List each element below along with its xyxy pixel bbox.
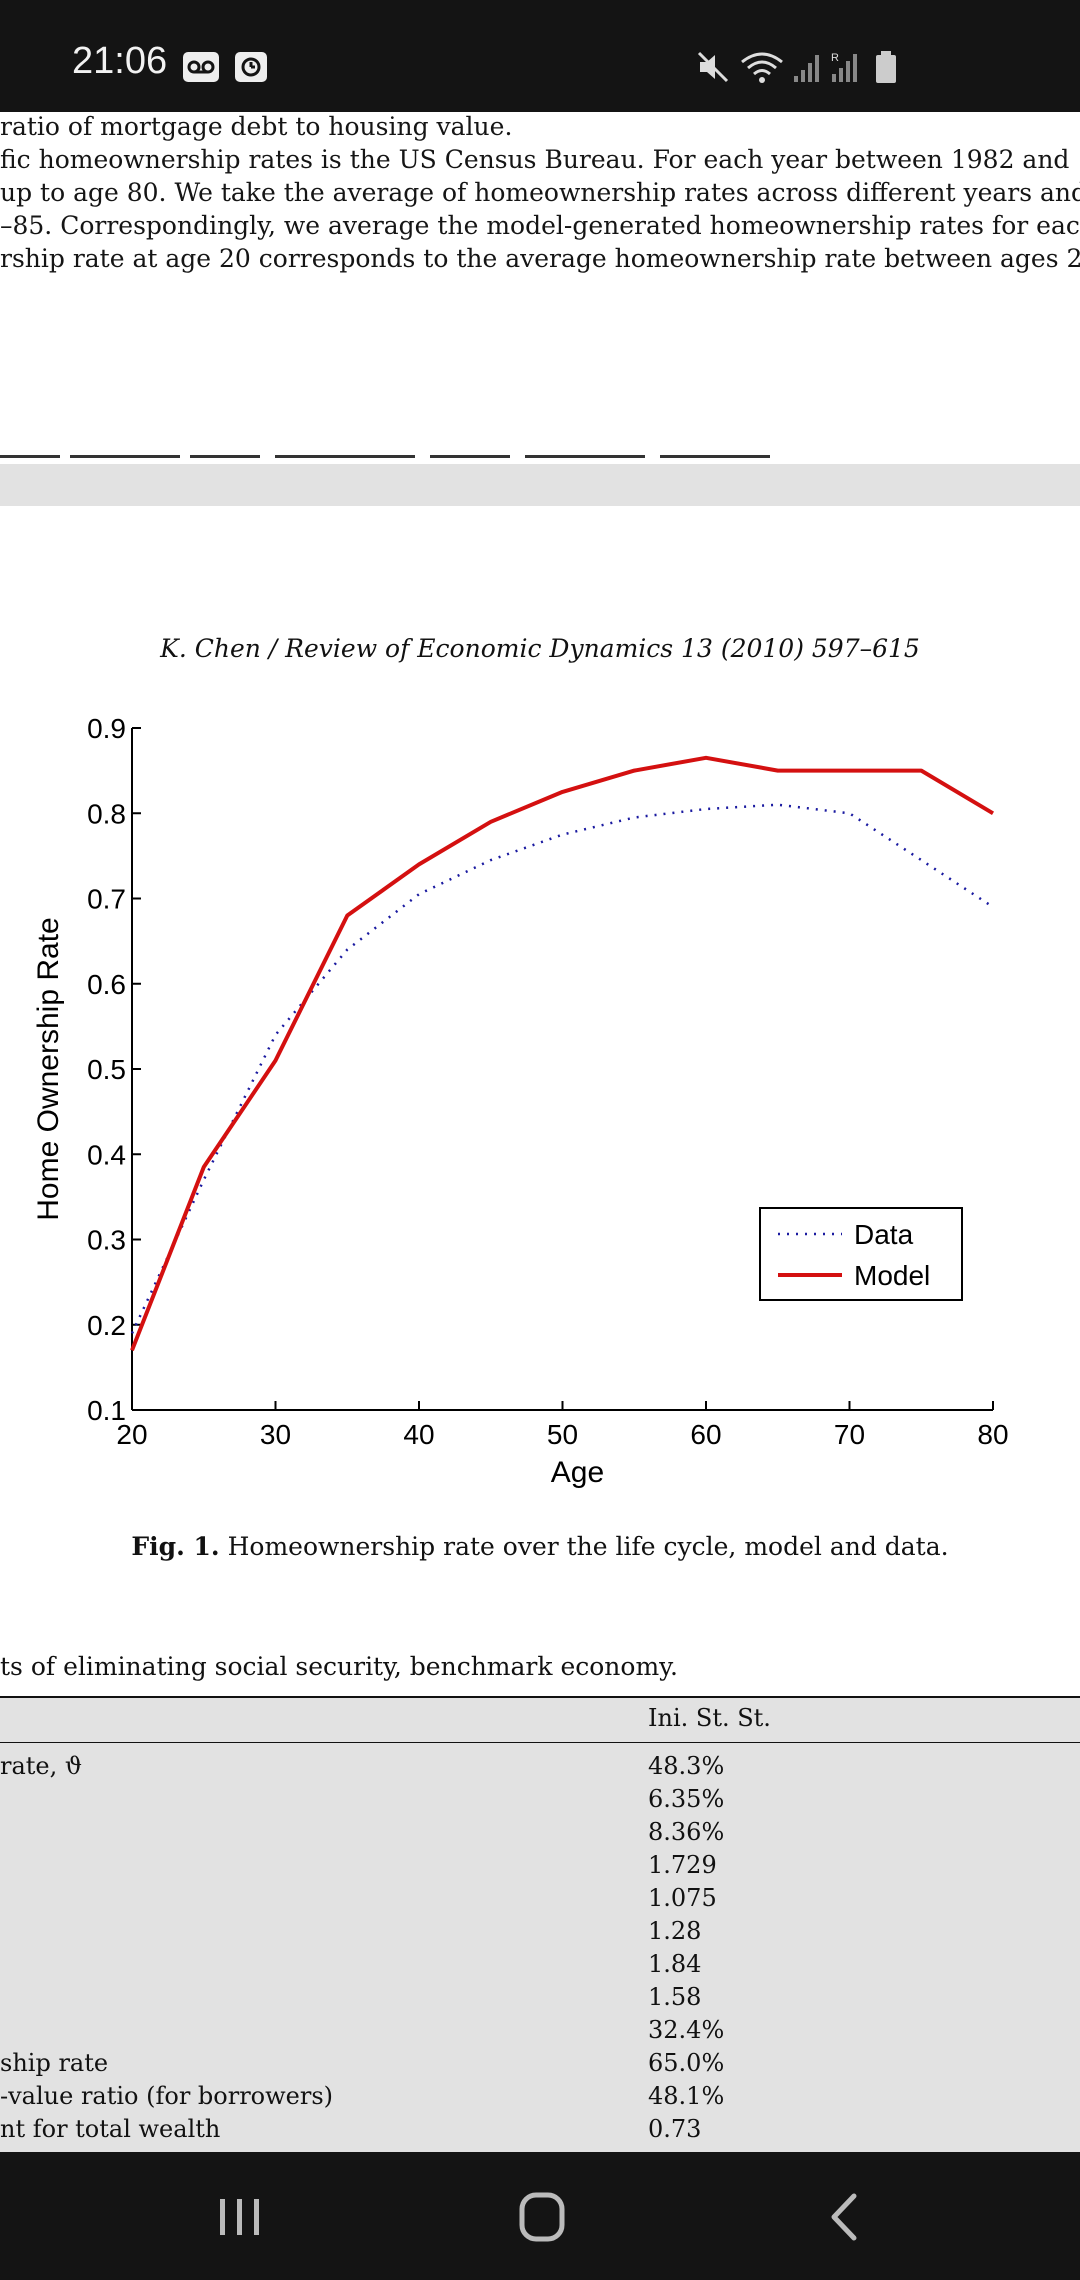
- series-line-model: [130, 755, 995, 1352]
- page-separator: [0, 464, 1080, 506]
- table-row-value: 0.73: [648, 2115, 702, 2143]
- table-row-label: -value ratio (for borrowers): [0, 2082, 334, 2110]
- svg-text:R: R: [831, 52, 839, 64]
- legend-label: Model: [854, 1260, 930, 1291]
- mute-icon: [697, 51, 729, 83]
- home-button[interactable]: [482, 2182, 602, 2252]
- x-tick-label: 80: [977, 1419, 1008, 1450]
- y-tick-label: 0.9: [87, 713, 126, 744]
- x-tick-label: 70: [834, 1419, 865, 1450]
- signal-roaming-icon: R: [831, 52, 857, 82]
- homeownership-chart: 0.1 0.2 0.3 0.4 0.5 0.6 0.7 0.8 0.9 20 30 40 50 60 70 8…: [32, 713, 1009, 1489]
- x-tick-label: 60: [690, 1419, 721, 1450]
- table-row-label: ship rate: [0, 2049, 109, 2077]
- y-tick-label: 0.1: [87, 1395, 126, 1426]
- y-tick-label: 0.8: [87, 798, 126, 829]
- table-row-value: 1.729: [648, 1851, 717, 1879]
- figure-caption: Fig. 1. Homeownership rate over the life…: [0, 1532, 1080, 1561]
- y-axis-label: Home Ownership Rate: [32, 917, 65, 1220]
- legend-box: [759, 1207, 963, 1301]
- battery-icon: [876, 51, 896, 83]
- table-row-value: 1.58: [648, 1983, 702, 2011]
- caption-text: Homeownership rate over the life cycle, …: [227, 1532, 949, 1561]
- alarm-icon: [235, 52, 267, 82]
- y-tick-label: 0.7: [87, 884, 126, 915]
- table-rule: [0, 1742, 1080, 1743]
- back-button[interactable]: [784, 2182, 904, 2252]
- status-bar: 21:06 R: [0, 0, 1080, 112]
- x-tick-label: 30: [260, 1419, 291, 1450]
- x-tick-label: 20: [116, 1419, 147, 1450]
- clock: 21:06: [72, 40, 168, 82]
- x-tick-label: 50: [547, 1419, 578, 1450]
- table-rule: [0, 1696, 1080, 1698]
- chart-legend: Data Model: [759, 1207, 963, 1301]
- table-row-value: 48.1%: [648, 2082, 725, 2110]
- chart-axes: 0.1 0.2 0.3 0.4 0.5 0.6 0.7 0.8 0.9 20 30 40 50 60 70 8…: [32, 713, 1009, 1489]
- table-row-value: 1.075: [648, 1884, 717, 1912]
- table-row-label: rate, ϑ: [0, 1752, 83, 1780]
- table-row-value: 65.0%: [648, 2049, 725, 2077]
- table-row-label: nt for total wealth: [0, 2115, 221, 2143]
- y-tick-label: 0.2: [87, 1310, 126, 1341]
- body-text-line: up to age 80. We take the average of hom…: [0, 178, 1080, 207]
- legend-label: Data: [854, 1219, 914, 1250]
- x-axis-label: Age: [551, 1456, 604, 1489]
- navigation-bar: [0, 2152, 1080, 2280]
- clipped-text-fragment: [0, 455, 770, 458]
- y-tick-label: 0.3: [87, 1225, 126, 1256]
- table-row-value: 1.84: [648, 1950, 702, 1978]
- body-text-line: ratio of mortgage debt to housing value.: [0, 112, 513, 141]
- recent-apps-icon: [220, 2199, 259, 2235]
- x-tick-label: 40: [403, 1419, 434, 1450]
- table-row-value: 32.4%: [648, 2016, 725, 2044]
- table-row-value: 6.35%: [648, 1785, 725, 1813]
- signal-icon: [794, 55, 819, 82]
- body-text-line: fic homeownership rates is the US Census…: [0, 145, 1080, 174]
- table-row-value: 8.36%: [648, 1818, 725, 1846]
- chart-series: [130, 755, 995, 1352]
- running-head: K. Chen / Review of Economic Dynamics 13…: [160, 634, 920, 663]
- caption-label: Fig. 1.: [131, 1532, 220, 1561]
- table-row-value: 1.28: [648, 1917, 702, 1945]
- home-icon: [519, 2192, 565, 2242]
- y-tick-label: 0.6: [87, 969, 126, 1000]
- wifi-icon: [741, 52, 783, 83]
- voicemail-icon: [183, 52, 219, 82]
- y-tick-label: 0.4: [87, 1139, 126, 1170]
- y-tick-label: 0.5: [87, 1054, 126, 1085]
- table-title: ts of eliminating social security, bench…: [0, 1652, 678, 1681]
- recent-apps-button[interactable]: [180, 2182, 300, 2252]
- body-text-line: rship rate at age 20 corresponds to the …: [0, 244, 1080, 273]
- table-panel: [0, 1696, 1080, 2152]
- table-column-header: Ini. St. St.: [648, 1704, 771, 1732]
- table-row-value: 48.3%: [648, 1752, 725, 1780]
- body-text-line: –85. Correspondingly, we average the mod…: [0, 211, 1080, 240]
- back-icon: [831, 2193, 857, 2241]
